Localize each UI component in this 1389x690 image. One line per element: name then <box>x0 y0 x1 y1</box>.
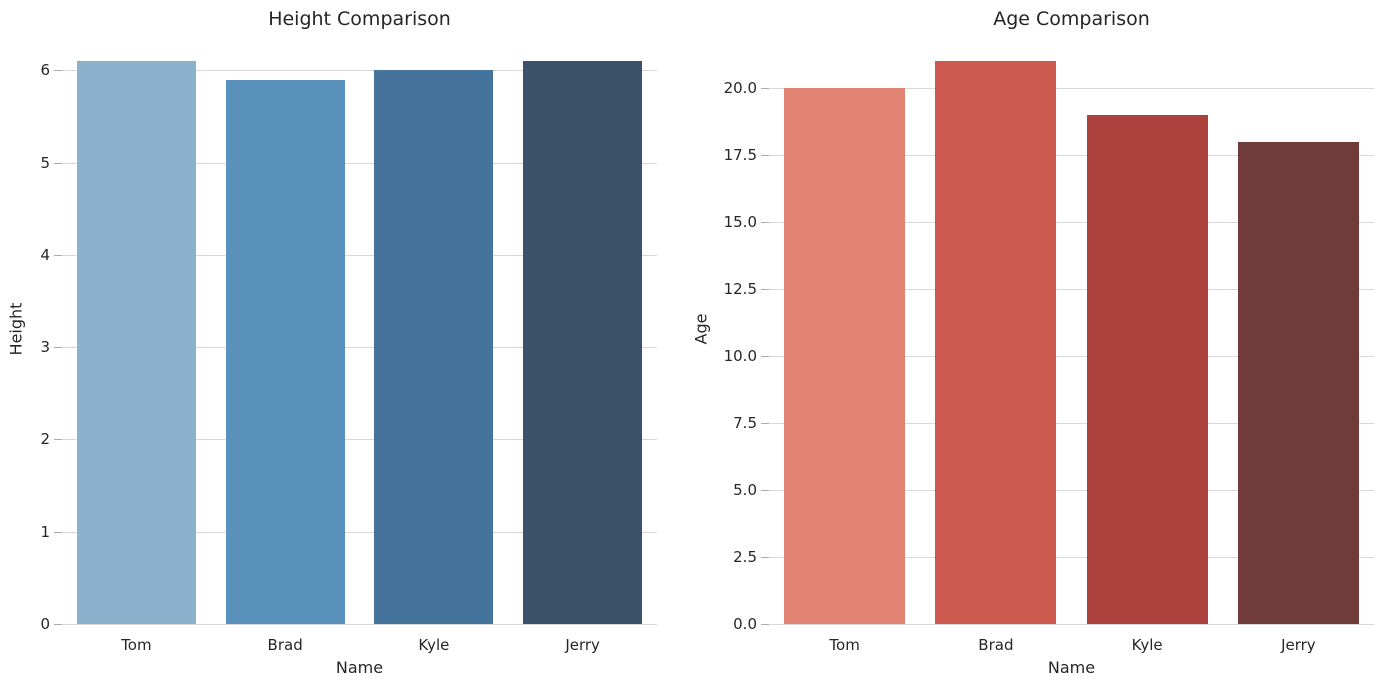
y-tick-mark <box>761 154 769 156</box>
x-tick-label: Brad <box>978 636 1014 654</box>
y-tick-label: 6 <box>40 61 50 80</box>
age-x-axis-label: Name <box>1047 658 1096 677</box>
gridline <box>769 624 1374 625</box>
x-tick-label: Brad <box>267 636 303 654</box>
gridline <box>62 624 657 625</box>
gridline <box>769 422 1374 424</box>
gridline <box>62 347 657 349</box>
y-tick-mark <box>54 347 62 349</box>
bar-kyle <box>1086 114 1208 624</box>
gridline <box>62 70 657 72</box>
y-tick-label: 1 <box>40 522 50 541</box>
bar-kyle <box>374 70 494 624</box>
y-tick-mark <box>54 439 62 441</box>
y-tick-label: 12.5 <box>723 279 757 298</box>
y-tick-label: 3 <box>40 338 50 357</box>
x-tick-label: Kyle <box>418 636 450 654</box>
age-chart-title: Age Comparison <box>993 8 1150 30</box>
y-tick-label: 20.0 <box>723 78 757 97</box>
y-tick-mark <box>54 531 62 533</box>
y-tick-mark <box>761 288 769 290</box>
gridline <box>62 439 657 441</box>
y-tick-label: 5 <box>40 153 50 172</box>
y-tick-mark <box>54 162 62 164</box>
x-tick-label: Jerry <box>1281 636 1316 654</box>
gridline <box>769 556 1374 558</box>
height-plot-area <box>62 33 657 625</box>
age-plot-area <box>769 33 1374 625</box>
y-tick-label: 7.5 <box>733 413 757 432</box>
bar-brad <box>935 61 1057 624</box>
height-chart-title: Height Comparison <box>268 8 451 30</box>
y-tick-mark <box>761 489 769 491</box>
y-tick-mark <box>761 221 769 223</box>
x-tick-label: Tom <box>829 636 860 654</box>
gridline <box>769 355 1374 357</box>
y-tick-label: 5.0 <box>733 480 757 499</box>
y-tick-mark <box>761 556 769 558</box>
y-tick-mark <box>761 355 769 357</box>
y-tick-label: 4 <box>40 245 50 264</box>
gridline <box>769 489 1374 491</box>
y-tick-label: 2.5 <box>733 547 757 566</box>
y-tick-label: 0 <box>40 615 50 633</box>
bar-jerry <box>1237 141 1359 624</box>
x-tick-label: Tom <box>121 636 152 654</box>
gridline <box>769 87 1374 89</box>
y-tick-mark <box>761 87 769 89</box>
age-y-axis-label: Age <box>691 313 711 344</box>
y-tick-mark <box>54 624 62 625</box>
height-x-axis-label: Name <box>335 658 384 677</box>
y-tick-label: 17.5 <box>723 145 757 164</box>
y-tick-label: 0.0 <box>733 615 757 633</box>
bar-tom <box>784 87 906 624</box>
x-tick-label: Jerry <box>565 636 600 654</box>
gridline <box>62 254 657 256</box>
y-tick-mark <box>761 422 769 424</box>
gridline <box>769 288 1374 290</box>
gridline <box>769 221 1374 223</box>
y-tick-label: 2 <box>40 430 50 449</box>
y-tick-label: 10.0 <box>723 346 757 365</box>
gridline <box>62 162 657 164</box>
y-tick-label: 15.0 <box>723 212 757 231</box>
x-tick-label: Kyle <box>1131 636 1163 654</box>
gridline <box>62 531 657 533</box>
y-tick-mark <box>761 624 769 625</box>
bar-jerry <box>523 61 643 624</box>
y-tick-mark <box>54 70 62 72</box>
gridline <box>769 154 1374 156</box>
bar-tom <box>76 61 196 624</box>
y-tick-mark <box>54 254 62 256</box>
bar-brad <box>225 79 345 624</box>
